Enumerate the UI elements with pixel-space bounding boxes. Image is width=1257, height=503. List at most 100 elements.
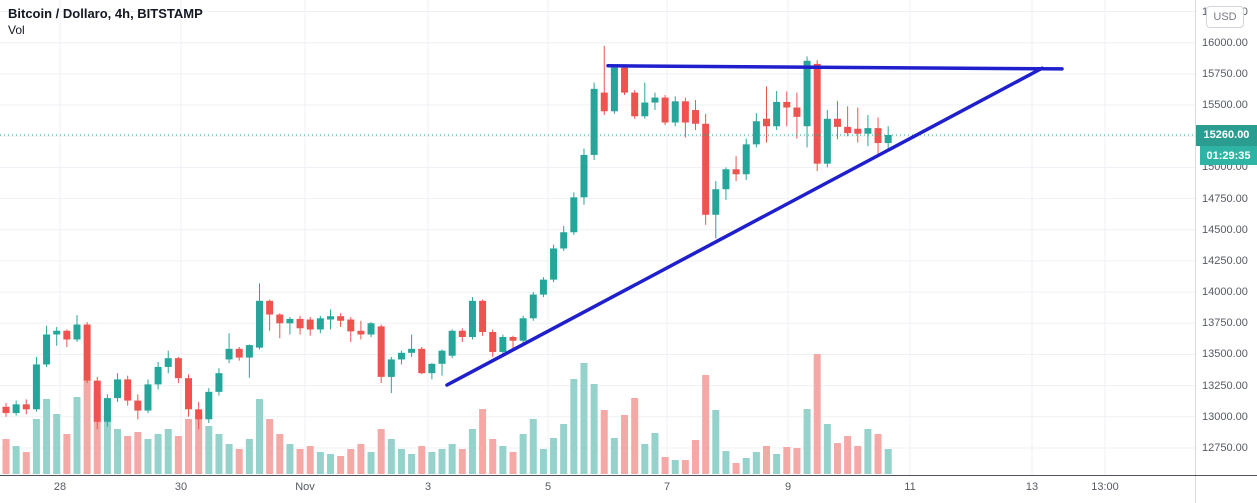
volume-bar: [479, 409, 487, 474]
volume-bar: [296, 449, 304, 474]
candle-body: [438, 350, 446, 364]
volume-bar: [712, 410, 720, 474]
candle-body: [235, 348, 243, 358]
candle-body: [316, 318, 324, 330]
candle-body: [844, 126, 852, 134]
candle-body: [631, 92, 639, 117]
volume-bar: [144, 439, 152, 474]
candle-body: [610, 67, 618, 112]
time-axis-label: 5: [544, 481, 552, 493]
volume-bar: [387, 439, 395, 474]
candle-body: [884, 134, 892, 144]
volume-bar: [864, 429, 872, 474]
volume-bar: [357, 444, 365, 474]
candle-body: [418, 348, 426, 374]
volume-bar: [773, 454, 781, 474]
candle-body: [519, 318, 527, 341]
volume-bar: [752, 452, 760, 474]
candle-body: [712, 189, 720, 215]
volume-bar: [489, 439, 497, 474]
volume-bar: [43, 399, 51, 474]
candle-body: [347, 319, 355, 332]
volume-bar: [732, 463, 740, 474]
volume-bar: [276, 434, 284, 474]
volume-bar: [32, 419, 40, 474]
volume-bar: [12, 446, 20, 474]
candle-body: [43, 334, 51, 365]
time-axis-label: 13:00: [1091, 481, 1119, 493]
time-axis-label: 11: [904, 481, 916, 493]
candle-body: [32, 364, 40, 410]
volume-bar: [2, 439, 10, 474]
volume-bar: [397, 449, 405, 474]
volume-bar: [509, 452, 517, 474]
volume-bar: [854, 446, 862, 474]
volume-bar: [651, 433, 659, 474]
volume-bar: [134, 432, 142, 474]
volume-bar: [529, 419, 537, 474]
volume-bar: [681, 460, 689, 474]
volume-bar: [215, 434, 223, 474]
price-axis-label: 15750.00: [1202, 67, 1248, 80]
volume-bar: [83, 379, 91, 474]
candle-body: [661, 97, 669, 123]
candle-body: [783, 101, 791, 108]
candle-body: [499, 336, 507, 352]
symbol-title: Bitcoin / Dollaro, 4h, BITSTAMP: [8, 6, 203, 21]
volume-bar: [671, 460, 679, 474]
candle-body: [83, 324, 91, 381]
candle-body: [681, 101, 689, 123]
volume-bar: [154, 434, 162, 474]
volume-bar: [874, 434, 882, 474]
volume-bar: [692, 440, 700, 474]
volume-bar: [560, 424, 568, 474]
candle-body: [124, 379, 132, 401]
volume-bar: [337, 456, 345, 474]
candle-body: [397, 352, 405, 360]
candle-body: [154, 366, 162, 385]
volume-bar: [823, 424, 831, 474]
volume-bar: [408, 454, 416, 474]
price-axis-label: 13000.00: [1202, 410, 1248, 423]
volume-bar: [763, 446, 770, 474]
candle-body: [539, 279, 547, 295]
candle-body: [114, 379, 122, 399]
candle-body: [550, 248, 558, 280]
candle-body: [702, 123, 710, 215]
volume-bar: [468, 429, 476, 474]
volume-bar: [448, 444, 456, 474]
volume-bar: [833, 443, 841, 474]
volume-bar: [367, 452, 375, 474]
volume-bar: [742, 458, 750, 474]
volume-bar: [458, 449, 466, 474]
volume-bar: [661, 457, 669, 474]
candle-body: [266, 300, 274, 315]
candle-body: [357, 330, 365, 335]
candle-body: [803, 60, 811, 127]
candle-body: [73, 324, 81, 340]
volume-bar: [600, 410, 608, 474]
candle-body: [833, 118, 841, 127]
volume-bar: [631, 398, 639, 474]
volume-bar: [722, 451, 730, 474]
candle-body: [752, 121, 760, 145]
candle-body: [763, 118, 770, 127]
candle-body: [256, 300, 263, 348]
candle-body: [195, 409, 203, 420]
currency-toggle-button[interactable]: USD: [1206, 6, 1244, 28]
volume-bar: [306, 446, 314, 474]
volume-bar: [316, 452, 324, 474]
candle-body: [103, 398, 111, 422]
price-axis-label: 14500.00: [1202, 223, 1248, 236]
volume-bar: [195, 414, 203, 474]
candle-body: [489, 332, 497, 352]
price-axis-label: 13750.00: [1202, 317, 1248, 330]
candle-body: [823, 118, 831, 164]
candle-body: [63, 330, 71, 340]
candle-body: [692, 110, 700, 124]
candle-body: [2, 406, 10, 414]
candle-body: [590, 88, 598, 155]
trendline-horizontal-resistance[interactable]: [606, 64, 1064, 71]
trendline-ascending-support[interactable]: [445, 66, 1044, 387]
